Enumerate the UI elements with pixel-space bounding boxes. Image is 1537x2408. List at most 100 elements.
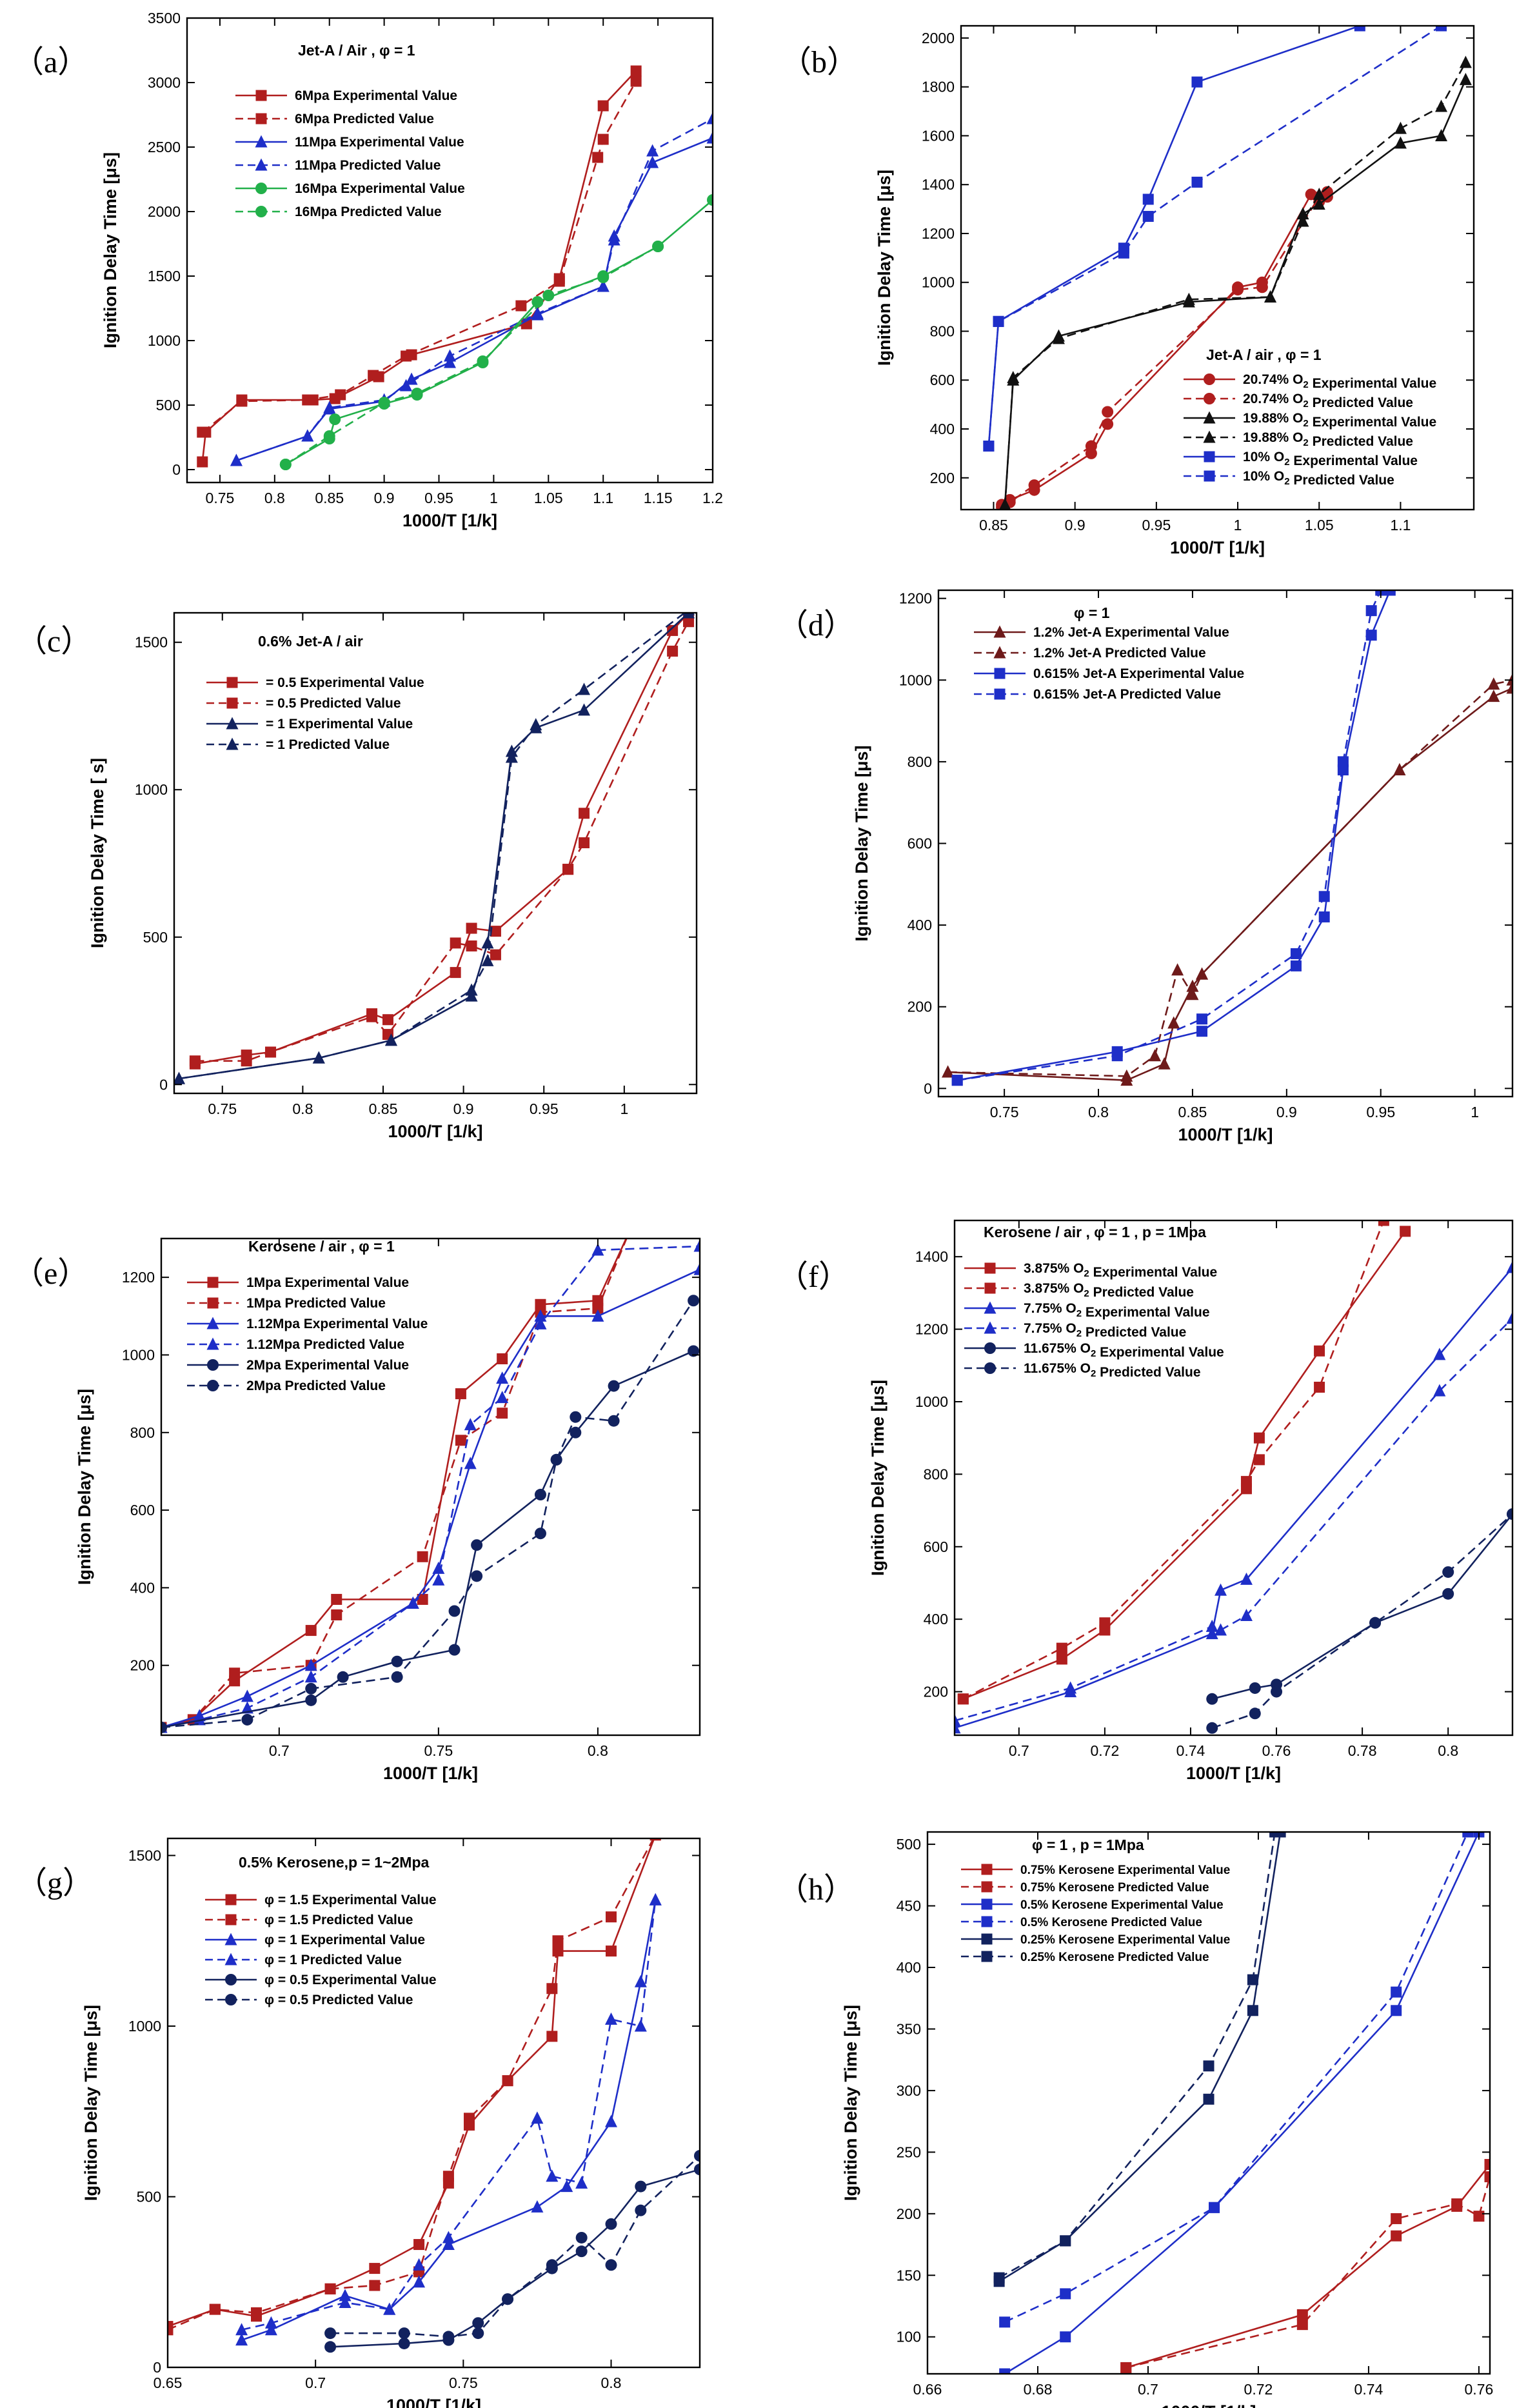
data-point: [264, 2316, 277, 2329]
data-point: [693, 1262, 700, 1275]
legend-marker: [255, 183, 267, 194]
data-point: [324, 2341, 337, 2353]
data-point: [481, 936, 494, 949]
legend-label: 1Mpa Predicted Value: [246, 1296, 386, 1311]
legend-label: 6Mpa Predicted Value: [295, 112, 434, 126]
y-tick-label: 1800: [922, 79, 955, 95]
data-point: [161, 1721, 167, 1733]
panel-label: （a）: [13, 45, 88, 79]
legend-label: 6Mpa Experimental Value: [295, 88, 457, 103]
data-point: [324, 2283, 336, 2294]
y-axis-label: Ignition Delay Time [μs]: [75, 1389, 94, 1585]
data-point: [575, 2245, 588, 2258]
y-tick-label: 800: [130, 1424, 155, 1441]
panel-label: （d）: [777, 608, 855, 642]
legend-marker: [981, 1933, 993, 1945]
y-tick-label: 1000: [122, 1346, 155, 1363]
panel-label: （h）: [777, 1873, 855, 1907]
data-point: [591, 1309, 604, 1322]
data-point: [236, 395, 248, 407]
data-point: [550, 1453, 562, 1466]
y-tick-label: 1500: [128, 1847, 161, 1864]
legend-label: 20.74% O2 Experimental Value: [1243, 372, 1436, 391]
legend-marker: [981, 1916, 993, 1927]
data-point: [413, 2258, 426, 2271]
legend: 0.75% Kerosene Experimental Value 0.75% K…: [961, 1864, 1230, 1964]
x-tick-label: 0.8: [292, 1100, 313, 1117]
legend-label: 0.615% Jet-A Predicted Value: [1033, 687, 1221, 702]
chart-panel-f: （f） 0.7 0.72 0.74 0.76 0.78 0.8 200 400 600 800 100…: [777, 1219, 1514, 1783]
series-line-6: [330, 2155, 700, 2338]
data-point: [635, 2204, 647, 2216]
data-point: [241, 1713, 253, 1726]
data-point: [1433, 1384, 1446, 1397]
data-point: [1269, 1832, 1281, 1838]
data-point: [235, 2333, 248, 2346]
data-point: [534, 1317, 547, 1329]
data-point: [1240, 1476, 1252, 1488]
data-point: [1264, 290, 1277, 303]
y-axis-label: Ignition Delay Time [μs]: [841, 2005, 860, 2201]
data-point: [1318, 891, 1330, 902]
data-point: [369, 2280, 381, 2291]
y-tick-label: 1200: [915, 1321, 948, 1338]
y-tick-label: 2500: [148, 139, 181, 155]
data-point: [1459, 55, 1472, 68]
legend: = 0.5 Experimental Value = 0.5 Predicted …: [206, 675, 424, 752]
data-point: [707, 194, 713, 206]
chart-panel-g: （g） 0.65 0.7 0.75 0.8 0 500 1000 1500 1000/T [1/k…: [16, 1837, 701, 2408]
y-tick-label: 1600: [922, 127, 955, 144]
y-tick-label: 350: [897, 2020, 921, 2037]
data-point: [417, 1593, 428, 1605]
y-tick-label: 800: [907, 753, 932, 770]
legend-marker: [1204, 393, 1215, 404]
legend-label: 0.25% Kerosene Predicted Value: [1020, 1951, 1209, 1964]
legend-label: 1.12Mpa Predicted Value: [246, 1337, 404, 1352]
data-point: [667, 624, 679, 636]
data-point: [496, 1391, 509, 1404]
data-point: [1290, 960, 1302, 971]
legend-label: = 1 Predicted Value: [266, 737, 390, 752]
data-point: [515, 300, 527, 312]
data-point: [1394, 121, 1407, 134]
x-tick-label: 0.7: [305, 2374, 326, 2391]
x-tick-label: 0.75: [206, 490, 235, 506]
legend-label: 1Mpa Experimental Value: [246, 1275, 409, 1290]
data-point: [578, 703, 591, 716]
data-point: [597, 134, 609, 145]
data-point: [251, 2307, 262, 2318]
legend-marker: [255, 206, 267, 217]
data-point: [951, 1075, 963, 1086]
x-tick-label: 0.66: [913, 2381, 942, 2398]
y-tick-label: 1500: [135, 634, 168, 651]
data-point: [646, 144, 659, 157]
x-tick-label: 0.85: [1178, 1104, 1207, 1120]
x-tick-label: 0.9: [1276, 1104, 1297, 1120]
data-point: [442, 2231, 455, 2244]
x-tick-label: 0.74: [1176, 1742, 1205, 1759]
legend-label: 0.5% Kerosene Predicted Value: [1020, 1916, 1202, 1929]
x-tick-label: 0.75: [449, 2374, 478, 2391]
chart-panel-b: （b） 0.85 0.9 0.95 1 1.05 1.1 200 400 600 800 1000 12…: [780, 25, 1475, 557]
x-tick-label: 0.74: [1354, 2381, 1383, 2398]
x-axis-label: 1000/T [1/k]: [386, 2396, 481, 2408]
x-tick-label: 0.65: [154, 2374, 183, 2391]
series-line-5: [1211, 1513, 1512, 1700]
series-line-1: [1125, 2164, 1490, 2369]
legend-label: = 0.5 Experimental Value: [266, 675, 424, 690]
chart-title: Kerosene / air , φ = 1: [248, 1238, 395, 1255]
data-point: [1215, 1583, 1227, 1596]
data-point: [209, 2304, 221, 2315]
data-point: [229, 1667, 241, 1679]
data-point: [606, 1945, 617, 1957]
legend-label: 0.5% Kerosene Experimental Value: [1020, 1898, 1224, 1912]
legend-label: 7.75% O2 Predicted Value: [1024, 1321, 1186, 1340]
data-point: [471, 1539, 483, 1551]
data-point: [1209, 2202, 1220, 2213]
data-point: [942, 1065, 955, 1078]
plot-area: [993, 1832, 1490, 2374]
data-point: [1378, 1220, 1389, 1226]
data-point: [531, 306, 544, 319]
series-line-6: [161, 1300, 695, 1729]
data-point: [481, 953, 494, 966]
